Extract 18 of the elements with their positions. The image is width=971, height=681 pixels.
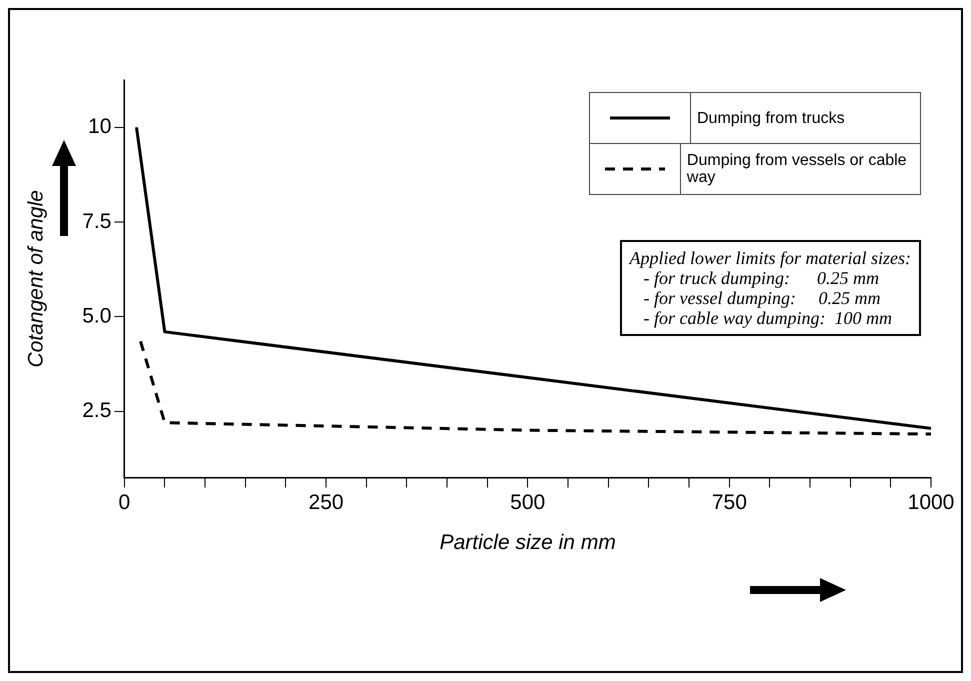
y-tick-label: 10 — [88, 115, 112, 138]
y-tick-label: 2.5 — [82, 399, 112, 422]
line-series — [139, 340, 931, 436]
x-tick-label: 1000 — [908, 490, 954, 514]
x-tick-label: 750 — [712, 490, 747, 514]
annotation: Applied lower limits for material sizes: — [630, 248, 911, 268]
x-tick-label: 0 — [118, 490, 130, 514]
x-tick-label: 500 — [510, 490, 546, 514]
annotation: - for cable way dumping: 100 mm — [642, 308, 893, 328]
y-tick-label: 7.5 — [82, 210, 112, 233]
annotation: - for vessel dumping: 0.25 mm — [642, 288, 882, 308]
legend-label: Dumping from trucks — [696, 108, 846, 128]
y-axis-title: Cotangent of angle — [24, 190, 48, 368]
x-axis-title: Particle size in mm — [440, 531, 616, 554]
x-tick-label: 250 — [308, 490, 344, 514]
annotation: - for truck dumping: 0.25 mm — [642, 268, 880, 288]
y-tick-label: 5.0 — [82, 304, 112, 328]
legend-label: Dumping from vessels or cable way — [686, 151, 908, 188]
